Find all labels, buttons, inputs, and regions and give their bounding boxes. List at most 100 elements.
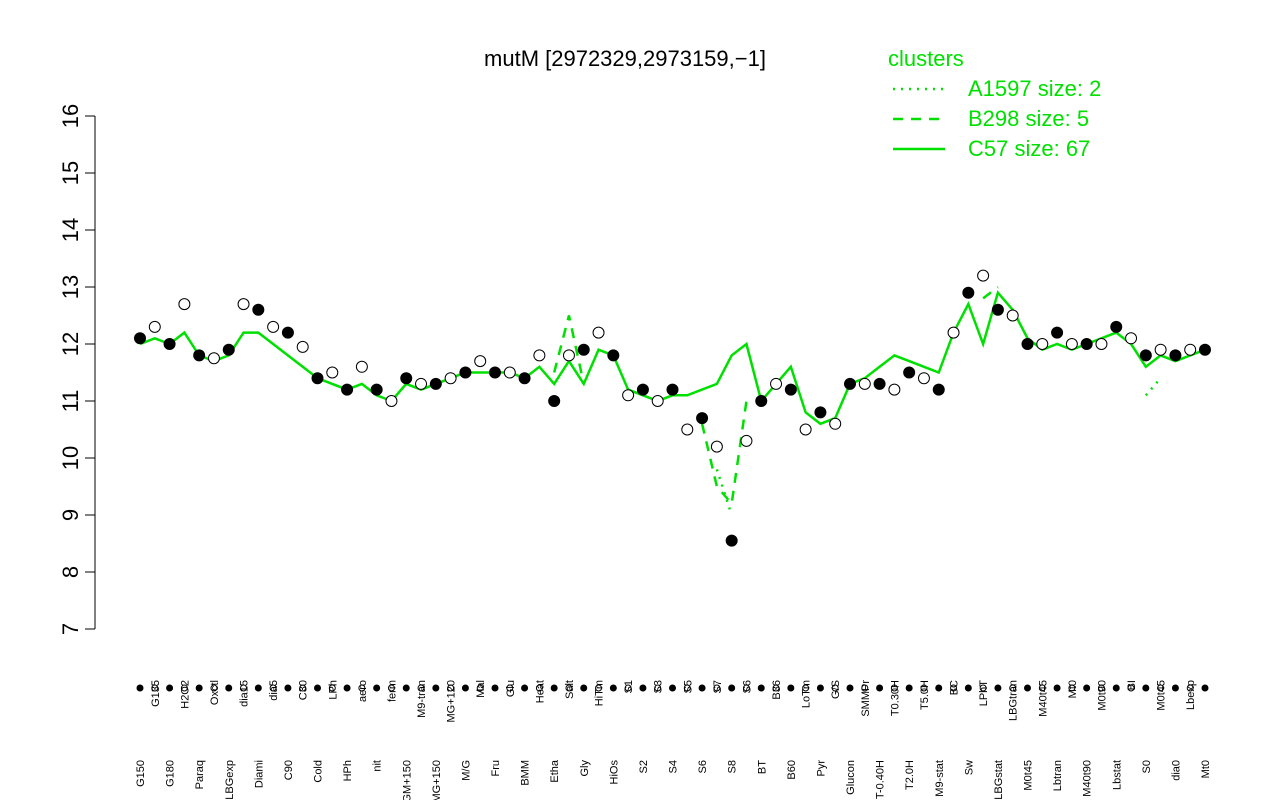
label-marker <box>950 684 958 692</box>
x-tick-label: Lbexp <box>1185 680 1197 710</box>
cluster-line <box>139 290 1206 426</box>
label-marker <box>151 684 159 692</box>
legend-label: C57 size: 67 <box>968 136 1090 161</box>
data-point <box>991 303 1004 316</box>
data-point <box>518 372 531 385</box>
data-point <box>1021 338 1034 350</box>
label-marker <box>728 684 736 692</box>
x-tick-label: BMM <box>520 760 532 786</box>
data-point <box>636 383 649 396</box>
y-tick-label: 8 <box>58 566 83 578</box>
y-tick-label: 11 <box>58 390 83 413</box>
data-point <box>1139 349 1152 362</box>
x-tick-label: S2 <box>638 760 650 773</box>
label-marker <box>772 684 780 692</box>
x-tick-label: LBGexp <box>224 760 236 800</box>
x-tick-label: M0t90 <box>1096 680 1108 711</box>
data-point <box>607 349 620 362</box>
data-point <box>651 395 664 407</box>
x-tick-label: M9-stat <box>934 760 946 797</box>
label-marker <box>654 684 662 692</box>
x-tick-label: BI <box>1126 680 1138 690</box>
x-tick-label: dia5 <box>268 680 280 701</box>
label-marker <box>669 684 676 692</box>
label-marker <box>299 684 307 692</box>
label-marker <box>210 684 218 692</box>
label-marker <box>432 684 440 692</box>
label-marker <box>1142 684 1150 692</box>
y-tick-label: 15 <box>58 161 83 185</box>
data-point <box>429 377 442 390</box>
x-tick-label: LPh <box>327 680 339 700</box>
x-tick-label: SMMPr <box>860 680 872 717</box>
x-tick-label: Paraq <box>194 760 206 789</box>
legend-label: A1597 size: 2 <box>968 76 1101 101</box>
data-point <box>370 383 383 396</box>
data-point <box>873 377 886 390</box>
label-marker <box>254 684 262 692</box>
x-tick-label: S5 <box>682 680 694 693</box>
label-marker <box>180 684 188 692</box>
x-tick-label: LBGstat <box>993 760 1005 800</box>
label-marker <box>387 684 395 692</box>
x-tick-label: S8 <box>727 760 739 773</box>
label-marker <box>595 684 603 692</box>
x-tick-label: G180 <box>165 760 177 787</box>
label-marker <box>550 684 558 692</box>
x-tick-label: Glu <box>505 680 517 697</box>
data-point <box>548 395 561 407</box>
x-tick-label: Mt0 <box>1200 760 1212 778</box>
x-tick-label: Lbstat <box>1111 760 1123 790</box>
x-tick-label: S0 <box>1141 760 1153 773</box>
data-point <box>696 412 709 425</box>
data-point <box>415 377 428 390</box>
label-marker <box>1171 684 1179 692</box>
x-tick-label: G/S <box>830 680 842 699</box>
legend-label: B298 size: 5 <box>968 106 1089 131</box>
x-tick-label: Mal <box>475 680 487 698</box>
y-tick-label: 14 <box>58 218 83 242</box>
data-point <box>341 383 354 396</box>
label-marker <box>1009 684 1017 692</box>
y-tick-label: 9 <box>58 509 83 521</box>
data-point <box>903 366 916 379</box>
label-marker <box>964 684 972 692</box>
label-marker <box>1201 684 1209 692</box>
label-marker <box>876 684 884 692</box>
x-tick-label: T-0.40H <box>875 760 887 799</box>
data-point <box>917 372 930 385</box>
data-point <box>134 332 146 345</box>
data-point <box>459 366 472 379</box>
label-marker <box>1157 684 1165 692</box>
data-point <box>1169 349 1182 362</box>
label-marker <box>890 684 898 692</box>
y-tick-label: 16 <box>58 104 83 128</box>
data-point <box>503 366 516 379</box>
x-tick-label: Cold <box>313 760 325 783</box>
x-tick-label: ferm <box>386 680 398 702</box>
data-point <box>474 355 487 368</box>
label-marker <box>358 684 366 692</box>
label-marker <box>713 684 721 692</box>
x-tick-label: S6 <box>697 760 709 773</box>
x-tick-label: BC <box>949 680 961 695</box>
label-marker <box>905 684 913 692</box>
data-point <box>592 326 605 339</box>
data-point <box>755 395 768 407</box>
x-tick-label: G150 <box>135 760 147 787</box>
label-marker <box>920 684 928 692</box>
data-point <box>577 343 590 356</box>
data-point <box>725 534 738 547</box>
label-marker <box>742 684 750 692</box>
x-tick-label: C90 <box>283 760 295 780</box>
x-tick-label: LoTm <box>801 680 813 708</box>
data-point <box>947 326 960 339</box>
data-point <box>977 269 990 282</box>
label-marker <box>565 684 573 692</box>
data-point <box>296 340 309 353</box>
x-tick-label: MG+120 <box>446 680 458 723</box>
label-marker <box>314 684 321 692</box>
label-marker <box>639 684 647 692</box>
label-marker <box>802 684 810 692</box>
